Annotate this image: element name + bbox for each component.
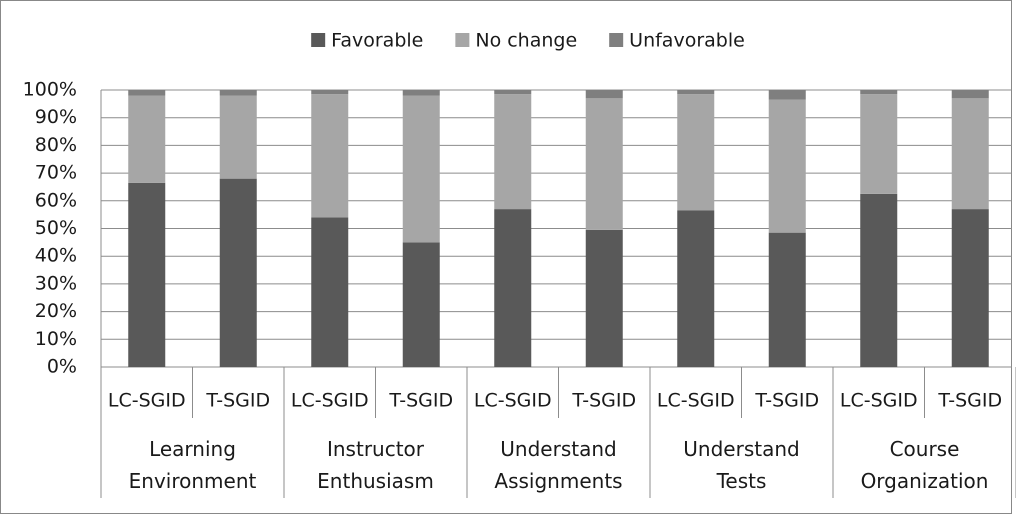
bar-segment	[860, 193, 898, 367]
bar-segment	[219, 90, 257, 96]
y-tick-label: 60%	[35, 189, 77, 211]
group-label: Instructor Enthusiasm	[317, 437, 434, 493]
y-tick-label: 70%	[35, 162, 77, 184]
y-tick-label: 100%	[23, 79, 77, 101]
bar-segment	[311, 90, 349, 95]
bar-segment	[128, 182, 166, 367]
group-label: Understand Tests	[683, 437, 800, 493]
bar-segment	[494, 94, 532, 210]
bar-segment	[951, 98, 989, 210]
legend-swatch	[455, 33, 470, 47]
bar-segment	[585, 90, 623, 99]
group-label: Course Organization	[860, 437, 989, 493]
y-tick-label: 20%	[35, 300, 77, 322]
x-tick-label: LC-SGID	[291, 390, 369, 412]
y-tick-label: 90%	[35, 106, 77, 128]
group-label: Understand Assignments	[494, 437, 623, 493]
bar-segment	[128, 95, 166, 183]
bar-segment	[311, 94, 349, 218]
legend-swatch	[311, 33, 326, 47]
bar-segment	[677, 210, 715, 367]
bar-segment	[677, 90, 715, 95]
bar-segment	[494, 209, 532, 367]
x-tick-label: T-SGID	[937, 390, 1002, 412]
bar-segment	[585, 229, 623, 367]
y-tick-label: 40%	[35, 245, 77, 267]
bar-segment	[951, 90, 989, 99]
bar-segment	[402, 95, 440, 243]
x-tick-label: LC-SGID	[474, 390, 552, 412]
legend-swatch	[609, 33, 624, 47]
bar-segment	[402, 90, 440, 96]
y-tick-label: 80%	[35, 134, 77, 156]
bar-segment	[768, 232, 806, 367]
x-tick-label: LC-SGID	[840, 390, 918, 412]
y-tick-label: 50%	[35, 217, 77, 239]
bar-segment	[860, 90, 898, 95]
legend-label: Unfavorable	[629, 30, 745, 52]
group-label: Learning Environment	[128, 437, 257, 493]
x-tick-label: T-SGID	[754, 390, 819, 412]
bar-segment	[951, 209, 989, 367]
bar-segment	[219, 178, 257, 367]
bar-segment	[128, 90, 166, 96]
legend-label: Favorable	[331, 30, 423, 52]
bar-segment	[677, 94, 715, 211]
bar-segment	[402, 242, 440, 367]
x-tick-label: T-SGID	[205, 390, 270, 412]
bar-segment	[585, 98, 623, 230]
legend-label: No change	[475, 30, 577, 52]
bar-segment	[768, 99, 806, 233]
x-tick-label: LC-SGID	[657, 390, 735, 412]
x-tick-label: LC-SGID	[108, 390, 186, 412]
x-tick-label: T-SGID	[571, 390, 636, 412]
y-tick-label: 10%	[35, 328, 77, 350]
bar-segment	[768, 90, 806, 100]
bar-segment	[311, 217, 349, 367]
bar-segment	[860, 94, 898, 194]
bar-segment	[219, 95, 257, 179]
x-tick-label: T-SGID	[388, 390, 453, 412]
bar-segment	[494, 90, 532, 95]
y-tick-label: 30%	[35, 272, 77, 294]
y-tick-label: 0%	[47, 356, 77, 378]
